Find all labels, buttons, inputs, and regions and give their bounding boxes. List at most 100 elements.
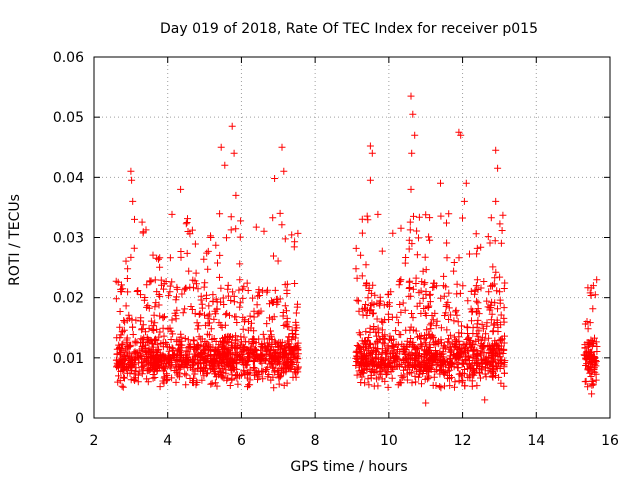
data-point [293, 324, 301, 332]
data-point [494, 352, 502, 360]
data-point [194, 325, 202, 333]
data-point [112, 356, 120, 364]
data-point [213, 382, 221, 390]
data-point [271, 175, 279, 182]
data-point [161, 313, 168, 321]
data-point [483, 297, 491, 305]
data-point [454, 318, 462, 326]
data-point [173, 306, 181, 314]
data-point [138, 343, 146, 351]
data-point [211, 307, 219, 315]
data-point [386, 350, 394, 357]
data-point [130, 244, 138, 252]
data-point [194, 352, 201, 360]
data-point [189, 366, 197, 374]
data-point [239, 343, 247, 351]
data-point [388, 313, 396, 321]
data-point [394, 381, 402, 389]
data-point [171, 367, 179, 374]
data-point [440, 282, 448, 290]
data-point [459, 369, 467, 377]
data-point [244, 326, 252, 334]
data-point [255, 309, 263, 317]
data-point [181, 335, 189, 342]
data-point [270, 384, 278, 392]
data-point [165, 354, 173, 362]
data-point [474, 299, 482, 307]
data-point [227, 213, 235, 221]
data-point [409, 285, 417, 293]
x-tick-label: 16 [601, 433, 619, 449]
data-point [186, 375, 194, 382]
data-point [436, 370, 444, 378]
data-point [239, 294, 247, 302]
data-point [471, 346, 479, 354]
data-point [204, 369, 211, 377]
data-point [186, 283, 194, 291]
data-point [121, 374, 128, 382]
data-point [206, 319, 213, 327]
data-point [243, 346, 251, 353]
data-point [254, 292, 262, 300]
data-point [493, 316, 501, 324]
data-point [500, 314, 508, 322]
data-point [168, 316, 176, 324]
data-point [445, 210, 453, 218]
data-point [209, 291, 217, 299]
data-point [159, 367, 167, 375]
data-point [442, 309, 450, 317]
data-point [197, 296, 205, 304]
data-point [467, 336, 475, 344]
data-point [229, 288, 237, 296]
data-point [409, 343, 417, 351]
data-point [491, 337, 499, 345]
data-points [112, 92, 601, 407]
data-point [399, 299, 407, 307]
data-point [381, 377, 389, 385]
data-point [493, 287, 501, 295]
data-point [139, 321, 147, 329]
data-point [128, 366, 135, 374]
data-point [482, 330, 490, 338]
data-point [411, 344, 419, 352]
data-point [473, 365, 481, 372]
data-point [489, 328, 497, 336]
data-point [116, 308, 124, 315]
data-point [192, 381, 200, 389]
data-point [467, 305, 475, 313]
y-tick-label: 0.03 [53, 231, 84, 247]
data-point [363, 336, 371, 344]
data-point [227, 226, 235, 234]
data-point [203, 330, 211, 338]
data-point [284, 362, 292, 369]
data-point [370, 323, 378, 330]
data-point [492, 341, 500, 349]
data-point [131, 337, 139, 345]
data-point [239, 325, 247, 333]
data-point [473, 250, 481, 258]
data-point [291, 353, 299, 361]
data-point [294, 229, 302, 237]
data-point [195, 333, 203, 341]
data-point [144, 378, 152, 386]
data-point [272, 349, 280, 357]
data-point [137, 317, 145, 325]
data-point [219, 337, 227, 345]
data-point [278, 338, 286, 346]
data-point [177, 253, 185, 261]
data-point [421, 354, 429, 362]
data-point [281, 346, 289, 354]
data-point [150, 367, 158, 375]
data-point [408, 379, 416, 387]
data-point [451, 378, 459, 386]
data-point [397, 276, 405, 284]
data-point [182, 220, 190, 228]
data-point [411, 355, 418, 363]
data-point [144, 335, 152, 343]
data-point [421, 351, 429, 359]
data-point [250, 371, 258, 379]
data-point [217, 368, 225, 376]
data-point [365, 345, 373, 353]
data-point [355, 307, 363, 315]
data-point [584, 325, 592, 333]
